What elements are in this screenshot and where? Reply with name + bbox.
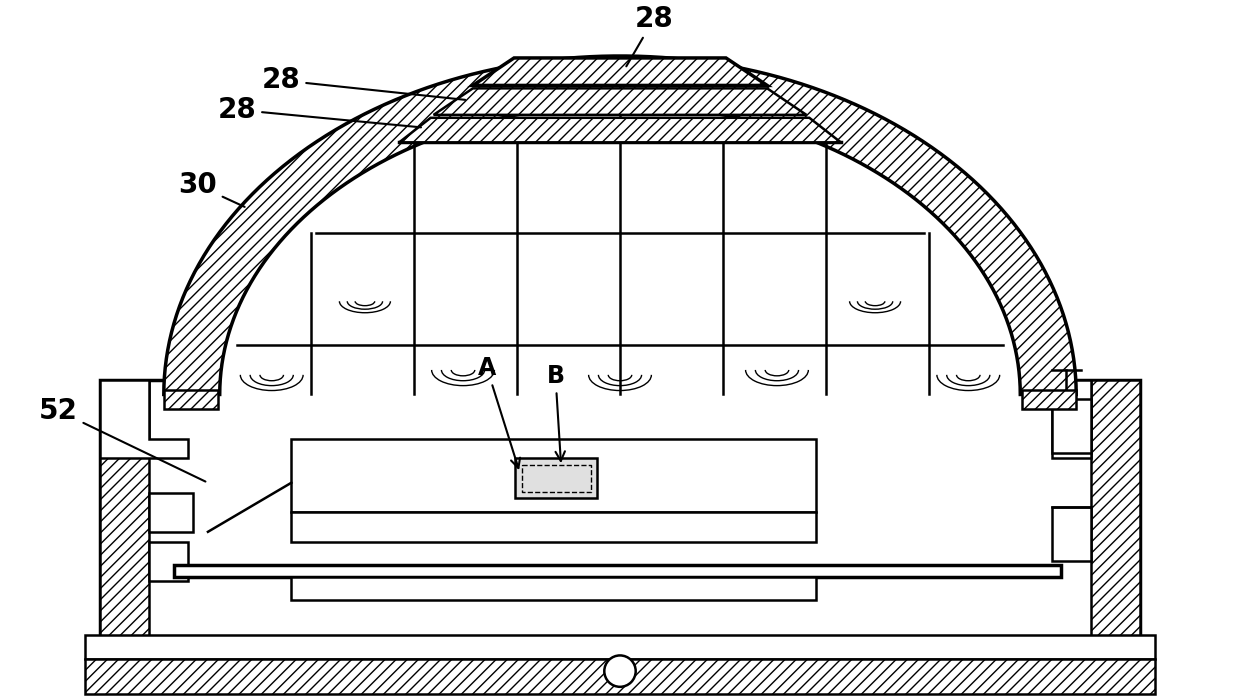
Polygon shape [1022,389,1076,409]
Polygon shape [1091,380,1140,659]
Polygon shape [472,58,768,85]
Polygon shape [164,389,218,409]
Polygon shape [100,380,1140,659]
Polygon shape [291,577,816,600]
Polygon shape [1052,380,1091,459]
Text: A: A [477,356,520,468]
Polygon shape [291,512,816,542]
Polygon shape [1052,507,1091,561]
Polygon shape [149,542,188,581]
Polygon shape [434,88,806,115]
Polygon shape [100,380,188,459]
Polygon shape [174,565,1061,577]
Polygon shape [86,635,1154,659]
Polygon shape [164,56,1076,394]
Text: 28: 28 [218,96,422,127]
Polygon shape [219,105,1021,394]
Text: B: B [547,363,565,461]
Polygon shape [515,459,598,498]
Text: 52: 52 [40,397,206,482]
Polygon shape [399,118,841,143]
Circle shape [604,656,636,687]
Polygon shape [149,493,193,532]
Polygon shape [86,659,1154,693]
Text: 28: 28 [626,5,673,66]
Text: 30: 30 [179,171,244,207]
Polygon shape [1052,399,1091,454]
Polygon shape [100,380,149,659]
Polygon shape [291,438,816,512]
Text: 28: 28 [262,66,465,100]
